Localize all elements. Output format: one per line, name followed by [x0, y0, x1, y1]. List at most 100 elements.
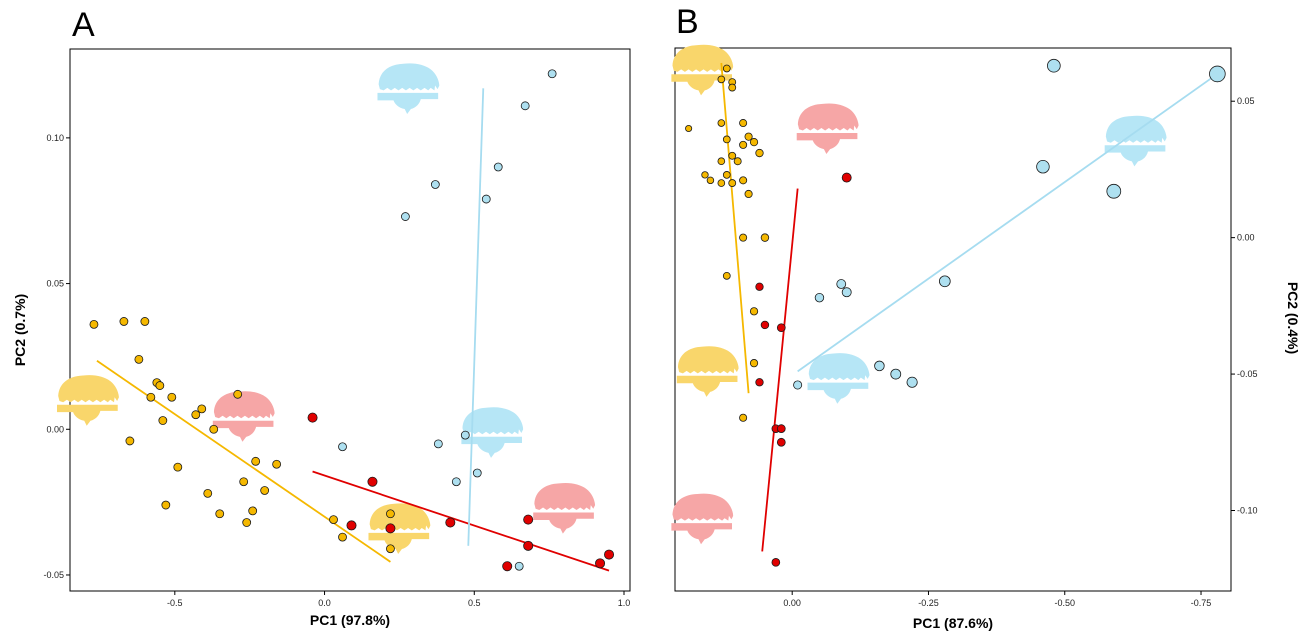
panel-a-blue-group-point — [451, 477, 461, 487]
panel-a-yellow-group-point — [155, 381, 165, 390]
panel-a-skull-silhouette-icon — [377, 63, 440, 114]
panel-a-blue-group-point — [472, 468, 482, 478]
panel-b-plot-frame — [674, 47, 1232, 592]
panel-b-x-tick-label: -0.75 — [1191, 598, 1212, 608]
panel-a-x-tick-label: 0.0 — [318, 598, 331, 608]
panel-a-blue-group-point — [547, 69, 557, 79]
panel-a-x-tick-label: 1.0 — [618, 598, 631, 608]
panel-a-yellow-group-point — [329, 515, 338, 525]
panel-a-blue-group-point — [433, 439, 443, 449]
panel-b-y-axis: 0.05 0.00 -0.05 -0.10 — [1231, 96, 1258, 516]
panel-b-blue-group-point — [1047, 58, 1061, 73]
panel-a-yellow-group-point — [167, 392, 177, 402]
panel-b-letter: B — [676, 3, 699, 41]
panel-a-yellow-group-point — [158, 416, 168, 425]
panel-b-blue-group-point — [836, 279, 847, 289]
panel-b-silhouettes — [671, 44, 1167, 545]
panel-a-yellow-group-point — [89, 319, 99, 329]
panel-a-red-group-point — [445, 517, 456, 528]
panel-a-yellow-group-point — [161, 500, 171, 510]
panel-a-y-tick-label: 0.00 — [46, 424, 64, 434]
panel-a-yellow-group-point — [119, 317, 129, 326]
panel-a-blue-group-trendline — [467, 88, 485, 546]
panel-b-red-group-point — [841, 172, 852, 183]
panel-b-yellow-group-point — [760, 233, 770, 242]
panel-a-y-tick-label: 0.10 — [46, 133, 64, 143]
panel-b-yellow-group-point — [749, 307, 759, 316]
panel-b-skull-silhouette-icon — [796, 103, 859, 155]
panel-b-yellow-group-point — [739, 176, 748, 185]
panel-b-blue-group-point — [793, 380, 803, 390]
panel-b-blue-group-point — [841, 287, 852, 298]
panel-a-yellow-group-point — [191, 410, 201, 420]
panel-b-blue-group-trendline — [797, 73, 1218, 373]
panel-b-yellow-group-point — [722, 64, 731, 73]
panel-a-red-group-point — [307, 412, 318, 423]
panel-a-yellow-group-point — [134, 354, 144, 364]
panel-a-y-tick-label: 0.05 — [46, 279, 64, 289]
panel-a-blue-group-point — [520, 101, 530, 111]
panel-b-red-group-point — [771, 558, 781, 567]
panel-b-blue-group-point — [906, 376, 918, 388]
panel-b-yellow-group-point — [728, 151, 737, 160]
panel-a-yellow-group-point — [272, 459, 282, 469]
panel-a-skull-silhouette-icon — [212, 391, 275, 442]
panel-b-skull-silhouette-icon — [1104, 115, 1167, 167]
panel-a-blue-group-point — [514, 561, 524, 571]
panel-a-yellow-group-point — [215, 509, 225, 519]
panel-a-x-axis: -0.5 0.0 0.5 1.0 — [167, 591, 630, 608]
panel-b-skull-silhouette-icon — [676, 346, 739, 397]
panel-b-x-tick-label: -0.50 — [1054, 598, 1075, 608]
panel-b-blue-group-point — [938, 275, 951, 288]
panel-a-yellow-group-point — [140, 317, 150, 326]
panel-a-trendlines — [96, 88, 610, 572]
panel-b-yellow-group-point — [717, 179, 726, 187]
panel-b-yellow-group-point — [728, 83, 737, 92]
panel-a-letter: A — [72, 6, 95, 44]
panel-b: B 0.00 -0.25 -0.50 -0.75 0.05 0.00 -0.05 -0.10… — [671, 3, 1301, 631]
panel-b-yellow-group-point — [739, 233, 748, 242]
panel-a-red-group-point — [523, 540, 534, 551]
panel-a-y-axis-title: PC2 (0.7%) — [12, 294, 28, 366]
panel-a-plot-frame — [69, 48, 631, 592]
panel-a-skull-silhouette-icon — [368, 503, 431, 554]
panel-b-red-group-point — [755, 378, 764, 387]
panel-b-yellow-group-point — [722, 171, 731, 179]
panel-a-skull-silhouette-icon — [56, 375, 119, 426]
panel-a-x-axis-title: PC1 (97.8%) — [310, 612, 390, 628]
panel-b-y-tick-label: -0.05 — [1237, 369, 1258, 379]
panel-b-blue-group-point — [1106, 183, 1122, 199]
panel-a-yellow-group-point — [260, 486, 270, 495]
panel-a-yellow-group-point — [203, 488, 213, 498]
panel-b-trendlines — [720, 62, 1218, 552]
panel-b-blue-group-point — [890, 368, 902, 380]
panel-b-y-tick-label: 0.00 — [1237, 233, 1255, 243]
panel-b-skull-silhouette-icon — [671, 493, 734, 545]
panel-a-blue-group-point — [493, 162, 503, 172]
panel-a-y-axis: -0.05 0.00 0.05 0.10 — [43, 133, 70, 580]
panel-a-yellow-group-point — [251, 456, 261, 466]
panel-b-red-group-trendline — [761, 188, 799, 552]
panel-b-yellow-group-point — [739, 140, 748, 149]
panel-a-red-group-point — [604, 549, 615, 560]
panel-b-x-tick-label: 0.00 — [783, 598, 801, 608]
panel-b-red-group-point — [776, 424, 786, 434]
panel-b-points — [685, 58, 1226, 567]
panel-b-yellow-group-point — [701, 171, 709, 179]
panel-b-yellow-group-point — [744, 189, 753, 199]
panel-a-red-group-point — [385, 523, 396, 534]
panel-b-blue-group-point — [1209, 65, 1226, 83]
panel-b-y-tick-label: 0.05 — [1237, 96, 1255, 106]
panel-a-points — [89, 69, 615, 572]
panel-b-yellow-group-point — [717, 119, 726, 127]
panel-b-red-group-point — [776, 437, 786, 447]
panel-b-yellow-group-point — [722, 135, 731, 144]
panel-a: A -0.5 0.0 0.5 1.0 -0.05 0.00 0.05 0.10 PC1 (9… — [12, 6, 631, 628]
panel-b-blue-group-point — [814, 292, 825, 303]
panel-a-y-tick-label: -0.05 — [43, 570, 64, 580]
panel-a-red-group-point — [523, 514, 534, 525]
panel-a-yellow-group-trendline — [96, 360, 391, 563]
panel-b-yellow-group-trendline — [720, 62, 750, 394]
panel-b-skull-silhouette-icon — [807, 353, 870, 404]
